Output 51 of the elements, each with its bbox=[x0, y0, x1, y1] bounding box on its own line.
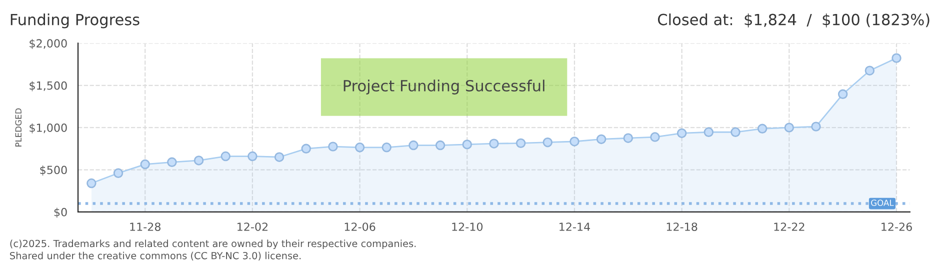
annotation: Project Funding Successful bbox=[344, 80, 544, 94]
x-tick-label: 11-28 bbox=[130, 222, 160, 231]
point bbox=[113, 168, 124, 178]
point bbox=[516, 138, 526, 148]
x-tick-label: 12-18 bbox=[666, 222, 698, 231]
point bbox=[838, 89, 848, 100]
point bbox=[892, 53, 902, 63]
point bbox=[596, 134, 606, 144]
y-tick-label: $2,000 bbox=[30, 38, 67, 50]
point bbox=[354, 142, 365, 152]
point bbox=[194, 156, 204, 166]
point bbox=[489, 138, 499, 148]
point bbox=[435, 140, 446, 150]
point bbox=[220, 151, 230, 162]
point bbox=[86, 178, 96, 188]
point bbox=[542, 137, 552, 148]
chart-subtitle: Closed at: $1,824 / $100 (1823%) bbox=[658, 14, 930, 28]
x-tick-label: 12-22 bbox=[774, 222, 804, 231]
point bbox=[704, 127, 714, 137]
chart-title: Funding Progress bbox=[10, 14, 140, 28]
y-tick-label: $500 bbox=[40, 166, 67, 176]
point bbox=[623, 133, 634, 143]
ref-line-label: GOAL bbox=[871, 200, 894, 206]
point bbox=[140, 159, 150, 170]
point bbox=[730, 127, 740, 137]
point bbox=[650, 132, 660, 142]
point bbox=[570, 136, 580, 146]
point bbox=[676, 128, 687, 138]
point bbox=[784, 122, 794, 132]
x-tick-label: 12-02 bbox=[238, 222, 268, 231]
point bbox=[864, 66, 875, 76]
point bbox=[811, 122, 821, 132]
y-tick-label: $0 bbox=[54, 208, 67, 218]
point bbox=[248, 151, 258, 162]
y-tick-label: $1,000 bbox=[30, 123, 67, 134]
x-tick-label: 12-10 bbox=[452, 222, 483, 231]
x-tick-label: 12-14 bbox=[560, 222, 590, 231]
point bbox=[328, 142, 338, 152]
text: Shared under the creative commons (CC BY-NC 3.0) license. bbox=[10, 252, 301, 260]
point bbox=[757, 124, 768, 134]
point bbox=[382, 142, 392, 152]
x-tick-label: 12-26 bbox=[882, 222, 912, 231]
point bbox=[408, 140, 418, 150]
point bbox=[462, 140, 472, 150]
y-axis-title: PLEDGED bbox=[15, 108, 22, 146]
y-tick-label: $1,500 bbox=[30, 81, 67, 92]
x-tick-label: 12-06 bbox=[344, 222, 376, 231]
point bbox=[274, 152, 284, 162]
text: (c)2025. Trademarks and related content are owned by their respective companies. bbox=[10, 240, 416, 250]
point bbox=[301, 144, 311, 154]
point bbox=[167, 157, 177, 168]
